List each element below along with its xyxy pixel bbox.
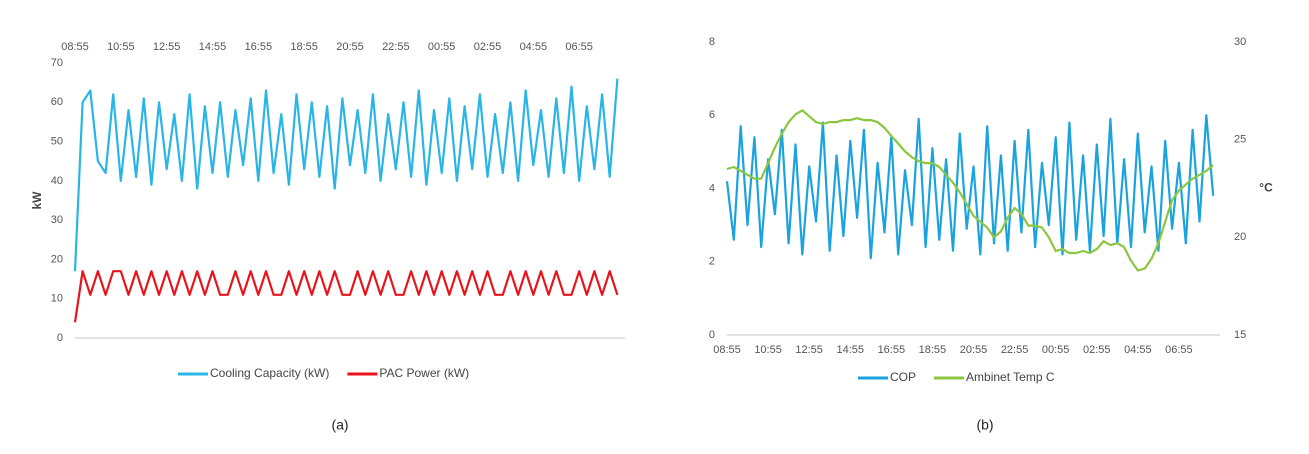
y-tick-label: 20 — [51, 253, 63, 265]
y-tick-label: 2 — [709, 256, 715, 268]
y-tick-label: 70 — [51, 57, 63, 69]
x-tick-label: 22:55 — [382, 41, 410, 53]
x-tick-label: 16:55 — [245, 41, 273, 53]
x-tick-label: 02:55 — [1083, 344, 1111, 356]
y-tick-label: 40 — [51, 175, 63, 187]
y-tick-label: 0 — [709, 329, 715, 341]
y-tick-label: 10 — [51, 293, 63, 305]
series-line — [725, 114, 1215, 260]
legend-label: Ambinet Temp C — [966, 370, 1055, 384]
x-tick-label: 04:55 — [520, 41, 548, 53]
series-line — [73, 78, 619, 272]
x-tick-label: 12:55 — [795, 344, 823, 356]
x-tick-label: 00:55 — [1042, 344, 1070, 356]
caption: (b) — [976, 417, 993, 433]
y-axis-title: kW — [30, 191, 44, 210]
series-line — [73, 270, 619, 323]
x-tick-label: 18:55 — [919, 344, 947, 356]
x-tick-label: 06:55 — [1165, 344, 1193, 356]
y-tick-label: 8 — [709, 36, 715, 48]
series-line — [726, 109, 1214, 272]
x-tick-label: 10:55 — [754, 344, 782, 356]
x-tick-label: 14:55 — [199, 41, 227, 53]
y-tick-label: 30 — [51, 214, 63, 226]
x-tick-label: 04:55 — [1124, 344, 1152, 356]
legend-label: Cooling Capacity (kW) — [210, 366, 329, 380]
y2-axis-title: °C — [1259, 181, 1273, 195]
y-tick-label: 6 — [709, 109, 715, 121]
y-tick-label: 60 — [51, 96, 63, 108]
y2-tick-label: 30 — [1234, 36, 1246, 48]
y2-tick-label: 25 — [1234, 134, 1246, 146]
x-tick-label: 16:55 — [878, 344, 906, 356]
legend-label: PAC Power (kW) — [379, 366, 469, 380]
y-tick-label: 50 — [51, 135, 63, 147]
y2-tick-label: 20 — [1234, 231, 1246, 243]
y2-tick-label: 15 — [1234, 329, 1246, 341]
x-tick-label: 06:55 — [565, 41, 593, 53]
x-tick-label: 10:55 — [107, 41, 135, 53]
x-tick-label: 08:55 — [713, 344, 741, 356]
legend-label: COP — [890, 370, 916, 384]
caption: (a) — [331, 417, 348, 433]
x-tick-label: 00:55 — [428, 41, 456, 53]
x-tick-label: 20:55 — [336, 41, 364, 53]
y-tick-label: 4 — [709, 182, 715, 194]
x-tick-label: 20:55 — [960, 344, 988, 356]
x-tick-label: 12:55 — [153, 41, 181, 53]
x-tick-label: 18:55 — [290, 41, 318, 53]
y-tick-label: 0 — [57, 332, 63, 344]
x-tick-label: 02:55 — [474, 41, 502, 53]
x-tick-label: 08:55 — [61, 41, 89, 53]
x-tick-label: 22:55 — [1001, 344, 1029, 356]
x-tick-label: 14:55 — [836, 344, 864, 356]
